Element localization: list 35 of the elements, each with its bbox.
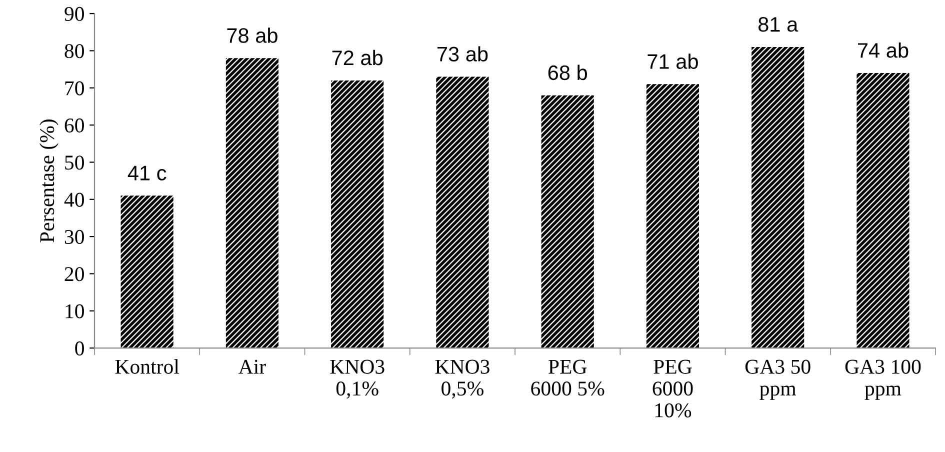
bar: [436, 76, 489, 348]
x-tick-label: PEG 6000 10%: [652, 360, 693, 418]
y-tick-label: 90: [64, 6, 84, 21]
data-label: 73 ab: [437, 46, 488, 62]
bar: [646, 84, 700, 348]
bar: [331, 80, 384, 348]
x-tick-label: Kontrol: [115, 359, 180, 374]
bar: [120, 196, 174, 348]
data-label: 78 ab: [227, 28, 278, 43]
data-label: 41 c: [128, 166, 166, 180]
y-tick-label: 0: [75, 341, 84, 356]
data-label: 71 ab: [648, 54, 698, 69]
y-tick-label: 30: [64, 230, 84, 244]
data-label: 68 b: [548, 64, 587, 80]
x-tick-label: PEG 6000 5%: [531, 360, 604, 396]
data-label: 81 a: [758, 17, 798, 32]
x-tick-label: GA3 100 ppm: [845, 360, 921, 400]
y-tick-label: 60: [64, 118, 84, 132]
data-label: 74 ab: [858, 42, 908, 58]
y-axis-title: Persentase (%): [39, 120, 58, 242]
y-tick-label: 50: [65, 156, 84, 170]
bar: [541, 95, 594, 348]
y-tick-label: 10: [66, 304, 84, 318]
y-tick-label: 40: [64, 192, 84, 207]
data-label: 72 ab: [332, 50, 383, 66]
y-tick-label: 80: [64, 44, 84, 58]
y-tick-label: 20: [64, 267, 84, 282]
bar: [752, 47, 804, 348]
y-tick-label: 70: [65, 81, 84, 96]
x-tick-label: Air: [238, 360, 266, 374]
bar: [856, 73, 910, 348]
x-tick-label: GA3 50 ppm: [745, 360, 810, 400]
bar: [226, 58, 278, 348]
x-tick-label: KNO3 0,5%: [435, 360, 490, 399]
x-tick-label: KNO3 0,1%: [330, 360, 384, 399]
